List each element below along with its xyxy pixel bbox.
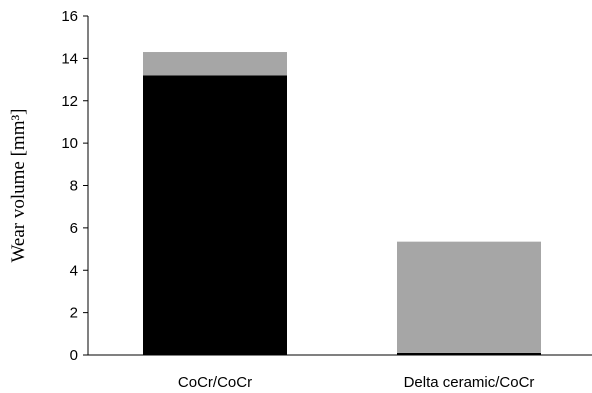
- y-tick-label: 2: [70, 305, 78, 322]
- bar-segment-2: [143, 52, 287, 76]
- bars-group: [143, 52, 541, 355]
- y-axis-title: Wear volume [mm³]: [8, 108, 29, 262]
- y-tick-label: 14: [61, 50, 78, 67]
- y-tick-label: 6: [70, 220, 78, 237]
- y-tick-label: 12: [61, 93, 78, 110]
- category-labels: CoCr/CoCr Delta ceramic/CoCr: [178, 374, 535, 391]
- category-label: CoCr/CoCr: [178, 374, 252, 391]
- y-tick-label: 4: [70, 262, 78, 279]
- y-tick-label: 0: [70, 347, 78, 364]
- bar-segment-2: [397, 241, 541, 353]
- y-tick-label: 16: [61, 8, 78, 25]
- bar-segment-1: [397, 352, 541, 355]
- y-tick-label: 10: [61, 135, 78, 152]
- bar-segment-1: [143, 75, 287, 355]
- y-tick-label: 8: [70, 178, 78, 195]
- y-axis-ticks: 0 2 4 6 8 10 12 14 16: [61, 8, 88, 364]
- category-label: Delta ceramic/CoCr: [404, 374, 535, 391]
